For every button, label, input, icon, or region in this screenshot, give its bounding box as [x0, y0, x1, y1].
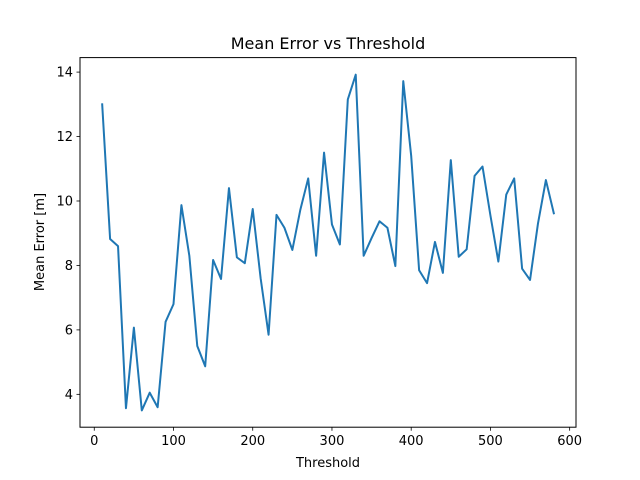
- x-tick-label: 300: [320, 434, 345, 449]
- plot-area: [101, 73, 556, 412]
- series-line: [101, 73, 556, 412]
- y-tick-label: 12: [56, 130, 73, 145]
- y-tick-label: 14: [56, 66, 73, 81]
- x-tick-label: 100: [161, 434, 186, 449]
- x-tick-label: 500: [478, 434, 503, 449]
- y-tick-label: 6: [65, 323, 73, 338]
- y-tick-label: 4: [65, 388, 73, 403]
- x-axis: 0 100 200 300 400 500 600: [90, 427, 582, 449]
- y-tick-label: 10: [56, 194, 73, 209]
- x-tick-label: 400: [399, 434, 424, 449]
- y-axis: 4 6 8 10 12 14: [56, 66, 80, 403]
- x-tick-label: 600: [557, 434, 582, 449]
- plot-frame: [79, 57, 577, 428]
- x-tick-label: 0: [90, 434, 98, 449]
- x-axis-label: Threshold: [295, 456, 360, 471]
- chart-title: Mean Error vs Threshold: [231, 34, 426, 53]
- y-axis-label: Mean Error [m]: [33, 193, 48, 291]
- y-tick-label: 8: [65, 259, 73, 274]
- x-tick-label: 200: [240, 434, 265, 449]
